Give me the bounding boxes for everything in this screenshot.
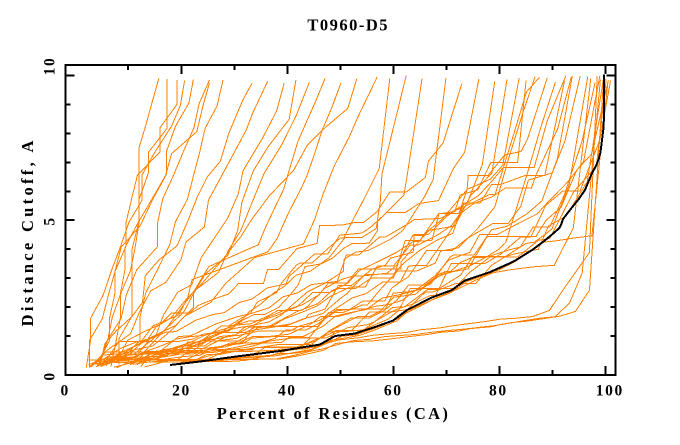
- svg-text:60: 60: [384, 382, 403, 399]
- svg-text:0: 0: [42, 371, 59, 380]
- svg-text:40: 40: [278, 382, 297, 399]
- svg-text:10: 10: [42, 57, 59, 76]
- svg-text:Distance Cutoff, A: Distance Cutoff, A: [18, 137, 37, 326]
- svg-text:100: 100: [596, 382, 624, 399]
- svg-text:0: 0: [61, 382, 70, 399]
- svg-text:20: 20: [172, 382, 191, 399]
- svg-text:5: 5: [42, 216, 59, 225]
- svg-text:Percent of Residues (CA): Percent of Residues (CA): [217, 404, 450, 423]
- svg-text:80: 80: [489, 382, 508, 399]
- svg-text:T0960-D5: T0960-D5: [307, 16, 389, 35]
